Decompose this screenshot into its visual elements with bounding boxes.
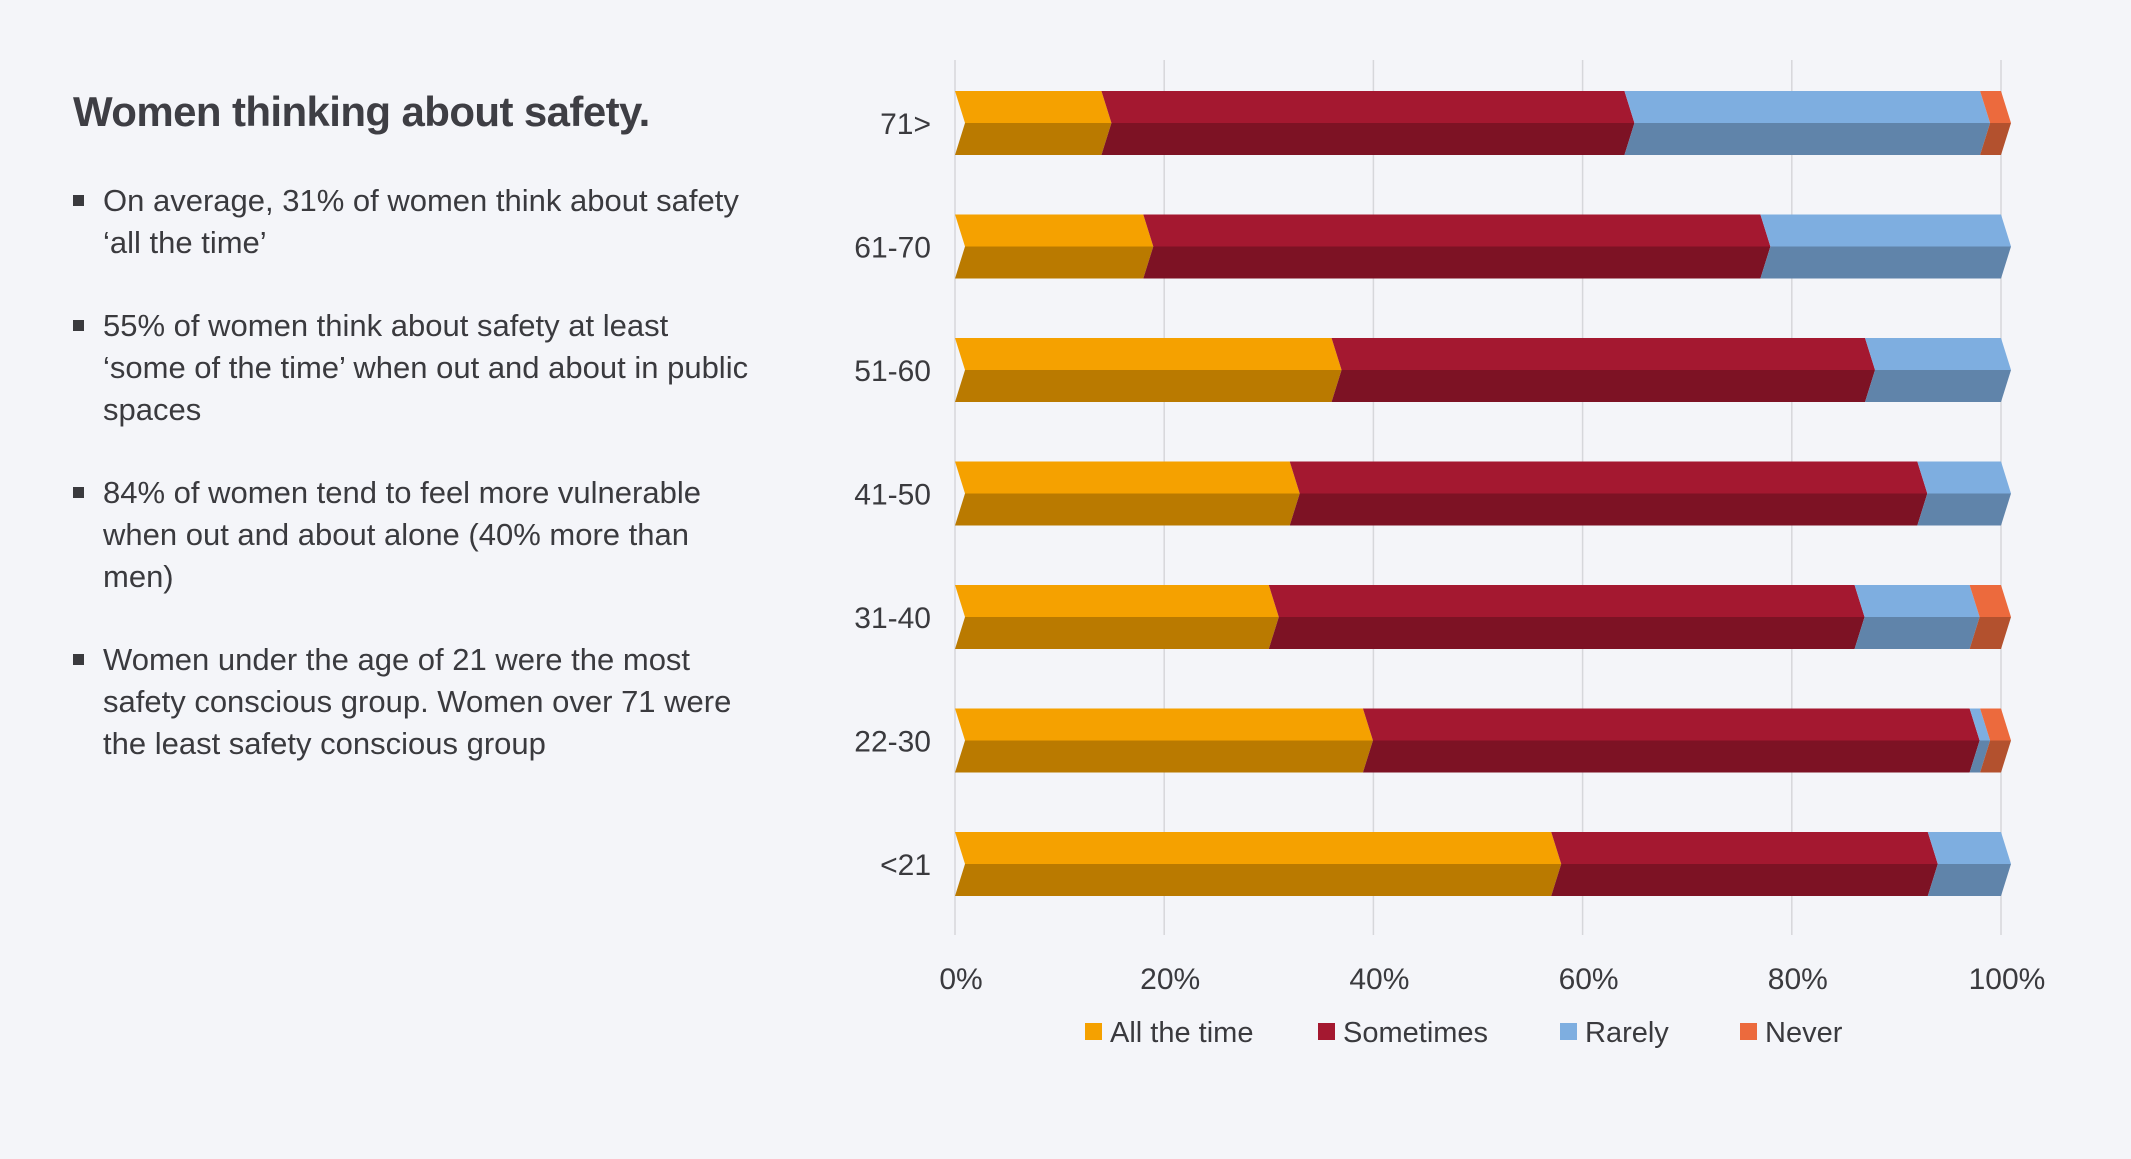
- legend-label: Rarely: [1585, 1017, 1669, 1049]
- bullet-text: 55% of women think about safety at least…: [103, 308, 749, 427]
- legend-entry: All the time: [1085, 1017, 1253, 1049]
- square-bullet-icon: [73, 195, 84, 206]
- bar-segment: [1624, 91, 1991, 155]
- bar-segment: [1289, 461, 1928, 526]
- bullet-list: On average, 31% of women think about saf…: [73, 180, 753, 765]
- bar-segment: [1865, 338, 2011, 402]
- category-label: 22-30: [854, 726, 931, 759]
- x-tick-label: 80%: [1768, 963, 1828, 996]
- bullet-item: On average, 31% of women think about saf…: [73, 180, 753, 264]
- bar-segment: [1331, 338, 1876, 402]
- bullet-text: Women under the age of 21 were the most …: [103, 642, 732, 761]
- bar-segment: [955, 832, 1562, 896]
- category-label: 31-40: [854, 602, 931, 635]
- legend-label: Never: [1765, 1017, 1843, 1049]
- bar-segment: [1551, 832, 1938, 896]
- bar-segment: [1362, 708, 1980, 773]
- bar-segment: [1917, 461, 2011, 526]
- bar-segment: [955, 585, 1279, 649]
- bar-segment: [955, 214, 1154, 279]
- legend-label: All the time: [1110, 1017, 1253, 1049]
- category-label: 61-70: [854, 232, 931, 265]
- category-label: <21: [880, 849, 931, 882]
- page-title: Women thinking about safety.: [73, 88, 650, 135]
- bar-segment: [955, 708, 1373, 773]
- x-tick-label: 40%: [1349, 963, 1409, 996]
- x-tick-label: 0%: [939, 963, 982, 996]
- bar-segment: [1760, 214, 2011, 279]
- legend-entry: Sometimes: [1318, 1017, 1488, 1049]
- bullet-item: 55% of women think about safety at least…: [73, 305, 753, 431]
- x-tick-label: 100%: [1969, 963, 2046, 996]
- bar-segment: [1101, 91, 1635, 155]
- legend: All the time Sometimes Rarely Never: [1085, 1017, 1843, 1049]
- square-bullet-icon: [73, 487, 84, 498]
- bullet-text: On average, 31% of women think about saf…: [103, 183, 739, 260]
- bar-segment: [1980, 91, 2011, 155]
- legend-swatch: [1740, 1023, 1757, 1040]
- bar-segment: [1143, 214, 1771, 279]
- category-label: 71>: [880, 108, 931, 141]
- category-label: 41-50: [854, 479, 931, 512]
- category-labels: 71> 61-70 51-60 41-50 31-40 22-30 <21: [854, 108, 931, 882]
- category-label: 51-60: [854, 355, 931, 388]
- bar-segment: [955, 461, 1300, 526]
- x-tick-label: 60%: [1559, 963, 1619, 996]
- bullet-item: 84% of women tend to feel more vulnerabl…: [73, 472, 753, 598]
- bar-segment: [1980, 708, 2011, 773]
- legend-entry: Never: [1740, 1017, 1843, 1049]
- bullet-text: 84% of women tend to feel more vulnerabl…: [103, 475, 701, 594]
- legend-entry: Rarely: [1560, 1017, 1669, 1049]
- square-bullet-icon: [73, 320, 84, 331]
- bar-segment: [955, 91, 1112, 155]
- square-bullet-icon: [73, 654, 84, 665]
- legend-swatch: [1560, 1023, 1577, 1040]
- legend-swatch: [1318, 1023, 1335, 1040]
- bar-segment: [1969, 585, 2011, 649]
- x-tick-label: 20%: [1140, 963, 1200, 996]
- summary-panel: Women thinking about safety. On average,…: [73, 82, 753, 806]
- x-axis-tick-labels: 0% 20% 40% 60% 80% 100%: [939, 963, 2045, 996]
- bar-segment: [955, 338, 1342, 402]
- legend-label: Sometimes: [1343, 1017, 1488, 1049]
- legend-swatch: [1085, 1023, 1102, 1040]
- bars: [955, 91, 2011, 896]
- bar-segment: [1969, 708, 1991, 773]
- bullet-item: Women under the age of 21 were the most …: [73, 639, 753, 765]
- bar-segment: [1268, 585, 1865, 649]
- bar-segment: [1854, 585, 1980, 649]
- bar-segment: [1927, 832, 2011, 896]
